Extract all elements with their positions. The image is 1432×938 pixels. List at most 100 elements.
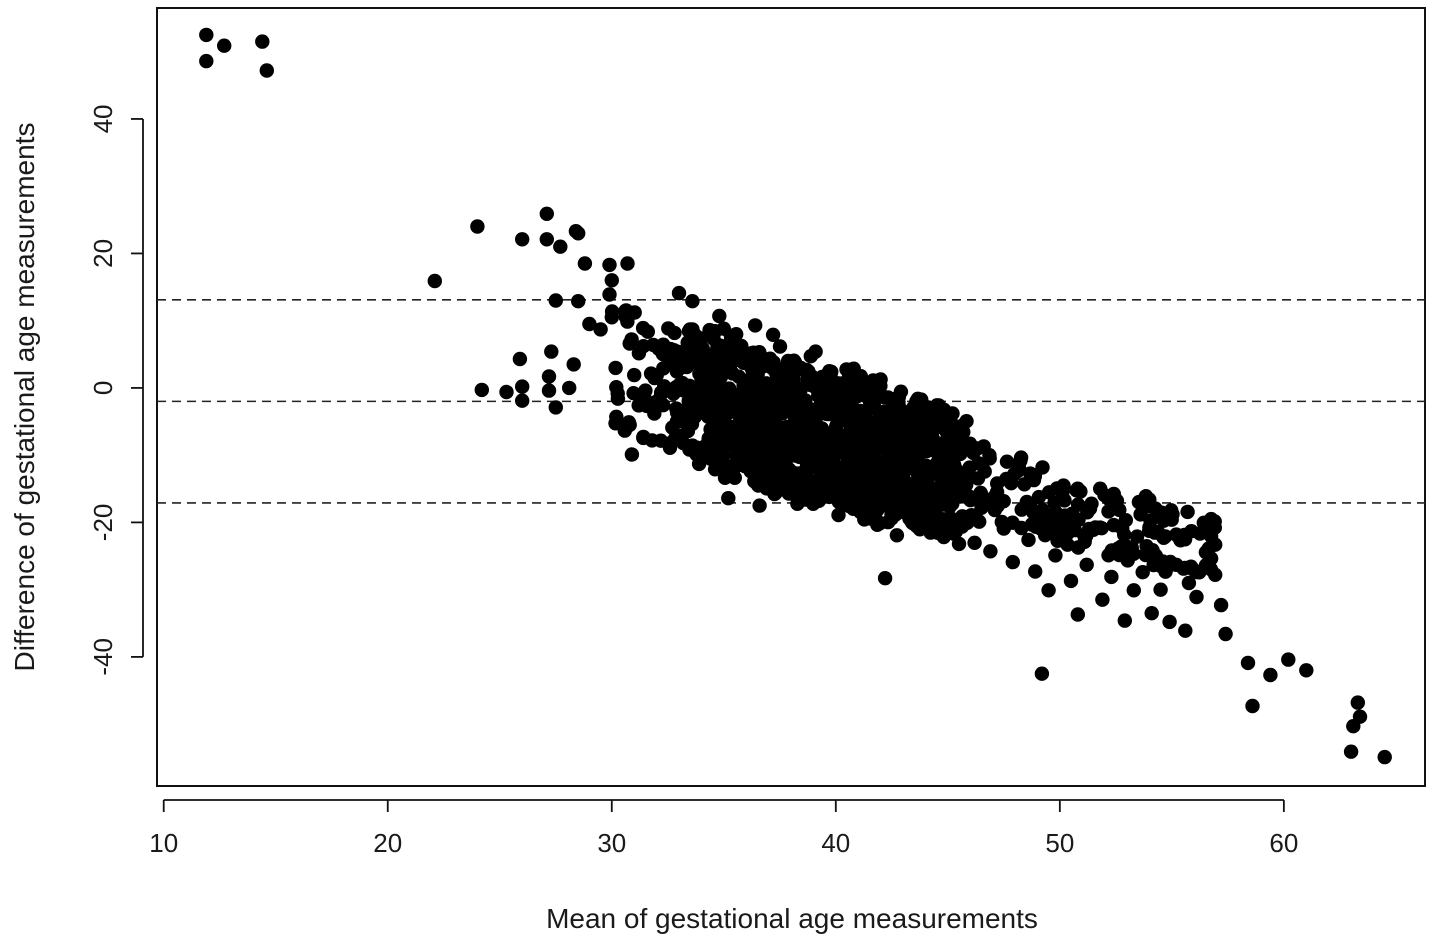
data-point <box>722 362 737 377</box>
data-point <box>1070 481 1085 496</box>
data-point <box>602 287 617 302</box>
data-point <box>1037 528 1053 543</box>
data-point <box>798 467 813 482</box>
data-point <box>897 406 912 421</box>
data-point <box>924 509 940 524</box>
data-point <box>767 486 782 502</box>
data-point <box>833 489 848 504</box>
data-point <box>571 226 586 241</box>
data-point <box>1163 554 1178 570</box>
data-point <box>1053 521 1069 536</box>
data-point <box>637 394 652 409</box>
data-point <box>865 388 880 403</box>
data-point <box>852 487 868 502</box>
data-point <box>593 322 608 337</box>
data-point <box>1377 749 1392 765</box>
data-point <box>863 449 878 464</box>
data-point <box>626 386 641 401</box>
data-point <box>1005 554 1020 570</box>
data-point <box>685 294 700 309</box>
data-point <box>1178 623 1193 638</box>
data-point <box>427 273 442 289</box>
data-point <box>983 544 998 559</box>
y-tick-label: -20 <box>88 504 118 542</box>
data-point <box>669 401 684 416</box>
data-point <box>968 508 983 523</box>
data-point <box>1245 698 1260 714</box>
data-point <box>1056 478 1071 493</box>
data-point <box>1041 485 1057 500</box>
data-point <box>781 384 797 399</box>
data-point <box>725 458 740 474</box>
data-point <box>1201 541 1216 556</box>
data-point <box>894 464 910 479</box>
data-point <box>1177 560 1193 576</box>
data-point <box>864 499 880 514</box>
data-point <box>971 456 986 471</box>
x-tick-label: 20 <box>373 828 402 858</box>
data-point <box>714 446 730 461</box>
data-point <box>512 351 528 367</box>
data-point <box>740 348 755 364</box>
data-point <box>1352 709 1368 724</box>
data-point <box>754 406 770 421</box>
data-point <box>821 401 837 416</box>
data-point <box>539 206 554 221</box>
x-axis-label: Mean of gestational age measurements <box>546 903 1038 934</box>
data-point <box>1299 663 1314 678</box>
data-point <box>773 474 788 489</box>
data-point <box>1117 613 1133 628</box>
data-point <box>548 400 563 415</box>
data-point <box>676 412 691 427</box>
data-point <box>1132 494 1148 509</box>
data-point <box>1129 529 1145 544</box>
data-point <box>729 402 744 417</box>
data-point <box>696 354 712 369</box>
data-point <box>786 368 801 384</box>
data-point <box>199 53 214 69</box>
data-point <box>1148 548 1164 563</box>
data-point <box>784 436 800 452</box>
data-point <box>1022 466 1038 481</box>
y-axis: 40 20 0 -20 -40 <box>88 104 144 676</box>
data-point <box>948 523 963 538</box>
data-point <box>608 416 623 431</box>
data-point <box>1057 508 1073 523</box>
data-point <box>687 392 702 407</box>
data-point <box>544 344 559 359</box>
data-point <box>1048 548 1063 563</box>
data-point <box>259 63 274 78</box>
data-point <box>772 339 788 354</box>
data-point <box>823 427 839 442</box>
data-point <box>566 357 581 372</box>
data-point <box>624 447 640 462</box>
data-point <box>1119 548 1135 563</box>
data-point <box>571 294 586 309</box>
data-point <box>897 481 912 496</box>
data-point <box>1189 589 1204 605</box>
data-point <box>627 367 642 383</box>
data-point <box>255 34 270 49</box>
data-point <box>667 325 682 341</box>
data-point <box>852 439 868 454</box>
data-point <box>762 384 778 399</box>
data-point <box>925 401 940 416</box>
data-point <box>1218 626 1233 642</box>
data-point <box>655 347 671 362</box>
data-point <box>1203 529 1219 544</box>
data-point <box>620 314 635 329</box>
data-point <box>925 430 940 445</box>
data-point <box>889 528 905 543</box>
data-point <box>840 373 855 388</box>
data-point <box>970 441 985 456</box>
data-point <box>960 490 976 505</box>
data-point <box>604 304 620 319</box>
data-point <box>967 535 982 550</box>
data-point <box>763 417 779 432</box>
data-point <box>712 308 727 324</box>
data-point <box>1019 494 1034 510</box>
data-point <box>608 360 623 376</box>
data-point <box>1153 582 1168 597</box>
data-point <box>723 328 739 343</box>
